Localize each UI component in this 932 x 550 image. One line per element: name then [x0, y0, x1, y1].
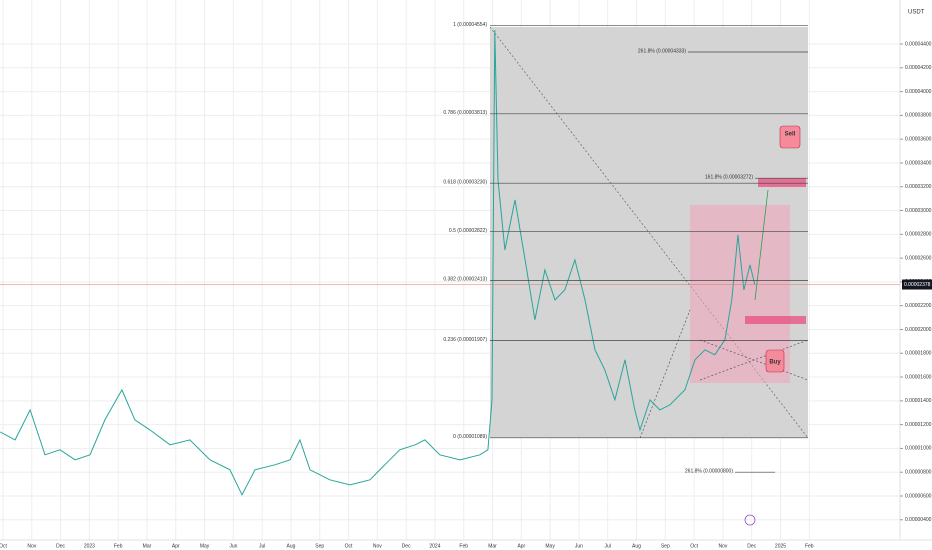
y-tick-label: 0.00000600 — [905, 493, 932, 499]
y-tick-label: 0.00004400 — [905, 41, 932, 47]
event-icon — [744, 514, 756, 526]
x-tick-label: Feb — [805, 543, 814, 549]
x-tick-label: Sep — [315, 543, 324, 549]
y-tick-label: 0.00002000 — [905, 327, 932, 333]
x-tick-label: Sep — [661, 543, 670, 549]
y-tick-label: 0.00003000 — [905, 208, 932, 214]
plot — [0, 29, 756, 496]
y-tick-label: 0.00003400 — [905, 160, 932, 166]
price-line — [0, 29, 756, 496]
buy-zone — [745, 316, 806, 324]
y-tick-label: 0.00003800 — [905, 113, 932, 119]
x-tick-label: 2023 — [84, 543, 95, 549]
path-arrow — [754, 189, 769, 301]
y-tick-label: 0.00004000 — [905, 89, 932, 95]
y-tick-label: 0.00000800 — [905, 470, 932, 476]
x-tick-label: Apr — [172, 543, 180, 549]
x-tick-label: Mar — [143, 543, 152, 549]
fib-label: 0.5 (0.00002822) — [449, 228, 487, 234]
x-tick-label: Jun — [229, 543, 237, 549]
y-tick-label: 0.00001000 — [905, 446, 932, 452]
x-tick-label: Nov — [27, 543, 36, 549]
x-tick-label: Jul — [605, 543, 611, 549]
fib-label: 0 (0.00001089) — [453, 434, 487, 440]
extension-label: 161.8% (0.00003272) — [705, 175, 753, 181]
trend-line — [699, 339, 809, 381]
fib-label: 0.382 (0.00002413) — [443, 277, 487, 283]
x-tick-label: Oct — [690, 543, 698, 549]
x-tick-label: Mar — [488, 543, 497, 549]
x-tick-label: Feb — [459, 543, 468, 549]
sell-callout — [779, 125, 801, 149]
y-tick-label: 0.00004200 — [905, 65, 932, 71]
y-tick-label: 0.00001600 — [905, 374, 932, 380]
sell-zone — [758, 178, 806, 187]
x-tick-label: Feb — [114, 543, 123, 549]
x-tick-label: Dec — [56, 543, 65, 549]
x-tick-label: 2024 — [429, 543, 440, 549]
buy-label: Buy — [769, 360, 781, 366]
fib-label: 0.618 (0.00003230) — [443, 179, 487, 185]
y-tick-label: 0.00000400 — [905, 517, 932, 523]
last-price-label: 0.00002378 — [904, 282, 931, 288]
x-tick-label: Nov — [718, 543, 727, 549]
x-tick-label: Nov — [373, 543, 382, 549]
x-tick-label: Aug — [287, 543, 296, 549]
fib-label: 1 (0.00004554) — [453, 22, 487, 28]
x-tick-label: Dec — [402, 543, 411, 549]
extension-label: 261.8% (0.00004333) — [638, 48, 686, 54]
y-tick-label: 0.00002200 — [905, 303, 932, 309]
y-tick-label: 0.00001800 — [905, 351, 932, 357]
y-tick-label: 0.00001200 — [905, 422, 932, 428]
extension-label: 261.8% (0.00000800) — [685, 469, 733, 475]
x-tick-label: Oct — [345, 543, 353, 549]
x-tick-label: Dec — [747, 543, 756, 549]
x-tick-label: May — [545, 543, 555, 549]
y-tick-label: 0.00002800 — [905, 232, 932, 238]
x-tick-label: Apr — [517, 543, 525, 549]
last-price-box — [902, 279, 932, 290]
y-tick-label: 0.00003200 — [905, 184, 932, 190]
fib-label: 0.236 (0.00001907) — [443, 337, 487, 343]
y-tick-label: 0.00001400 — [905, 398, 932, 404]
x-tick-label: Jul — [259, 543, 265, 549]
x-tick-label: Oct — [0, 543, 7, 549]
x-tick-label: 2025 — [775, 543, 786, 549]
x-tick-label: Aug — [632, 543, 641, 549]
y-tick-label: 0.00003600 — [905, 136, 932, 142]
trend-line — [639, 309, 691, 439]
x-tick-label: Jun — [575, 543, 583, 549]
fib-label: 0.786 (0.00003813) — [443, 110, 487, 116]
x-tick-label: May — [200, 543, 210, 549]
unit-label: USDT — [908, 10, 925, 16]
sell-label: Sell — [785, 132, 796, 138]
y-tick-label: 0.00002600 — [905, 255, 932, 261]
buy-callout — [765, 349, 785, 373]
